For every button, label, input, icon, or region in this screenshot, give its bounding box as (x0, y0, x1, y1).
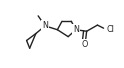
Text: N: N (42, 21, 48, 30)
Text: O: O (82, 40, 88, 49)
Text: Cl: Cl (107, 25, 115, 34)
Text: N: N (73, 25, 79, 34)
